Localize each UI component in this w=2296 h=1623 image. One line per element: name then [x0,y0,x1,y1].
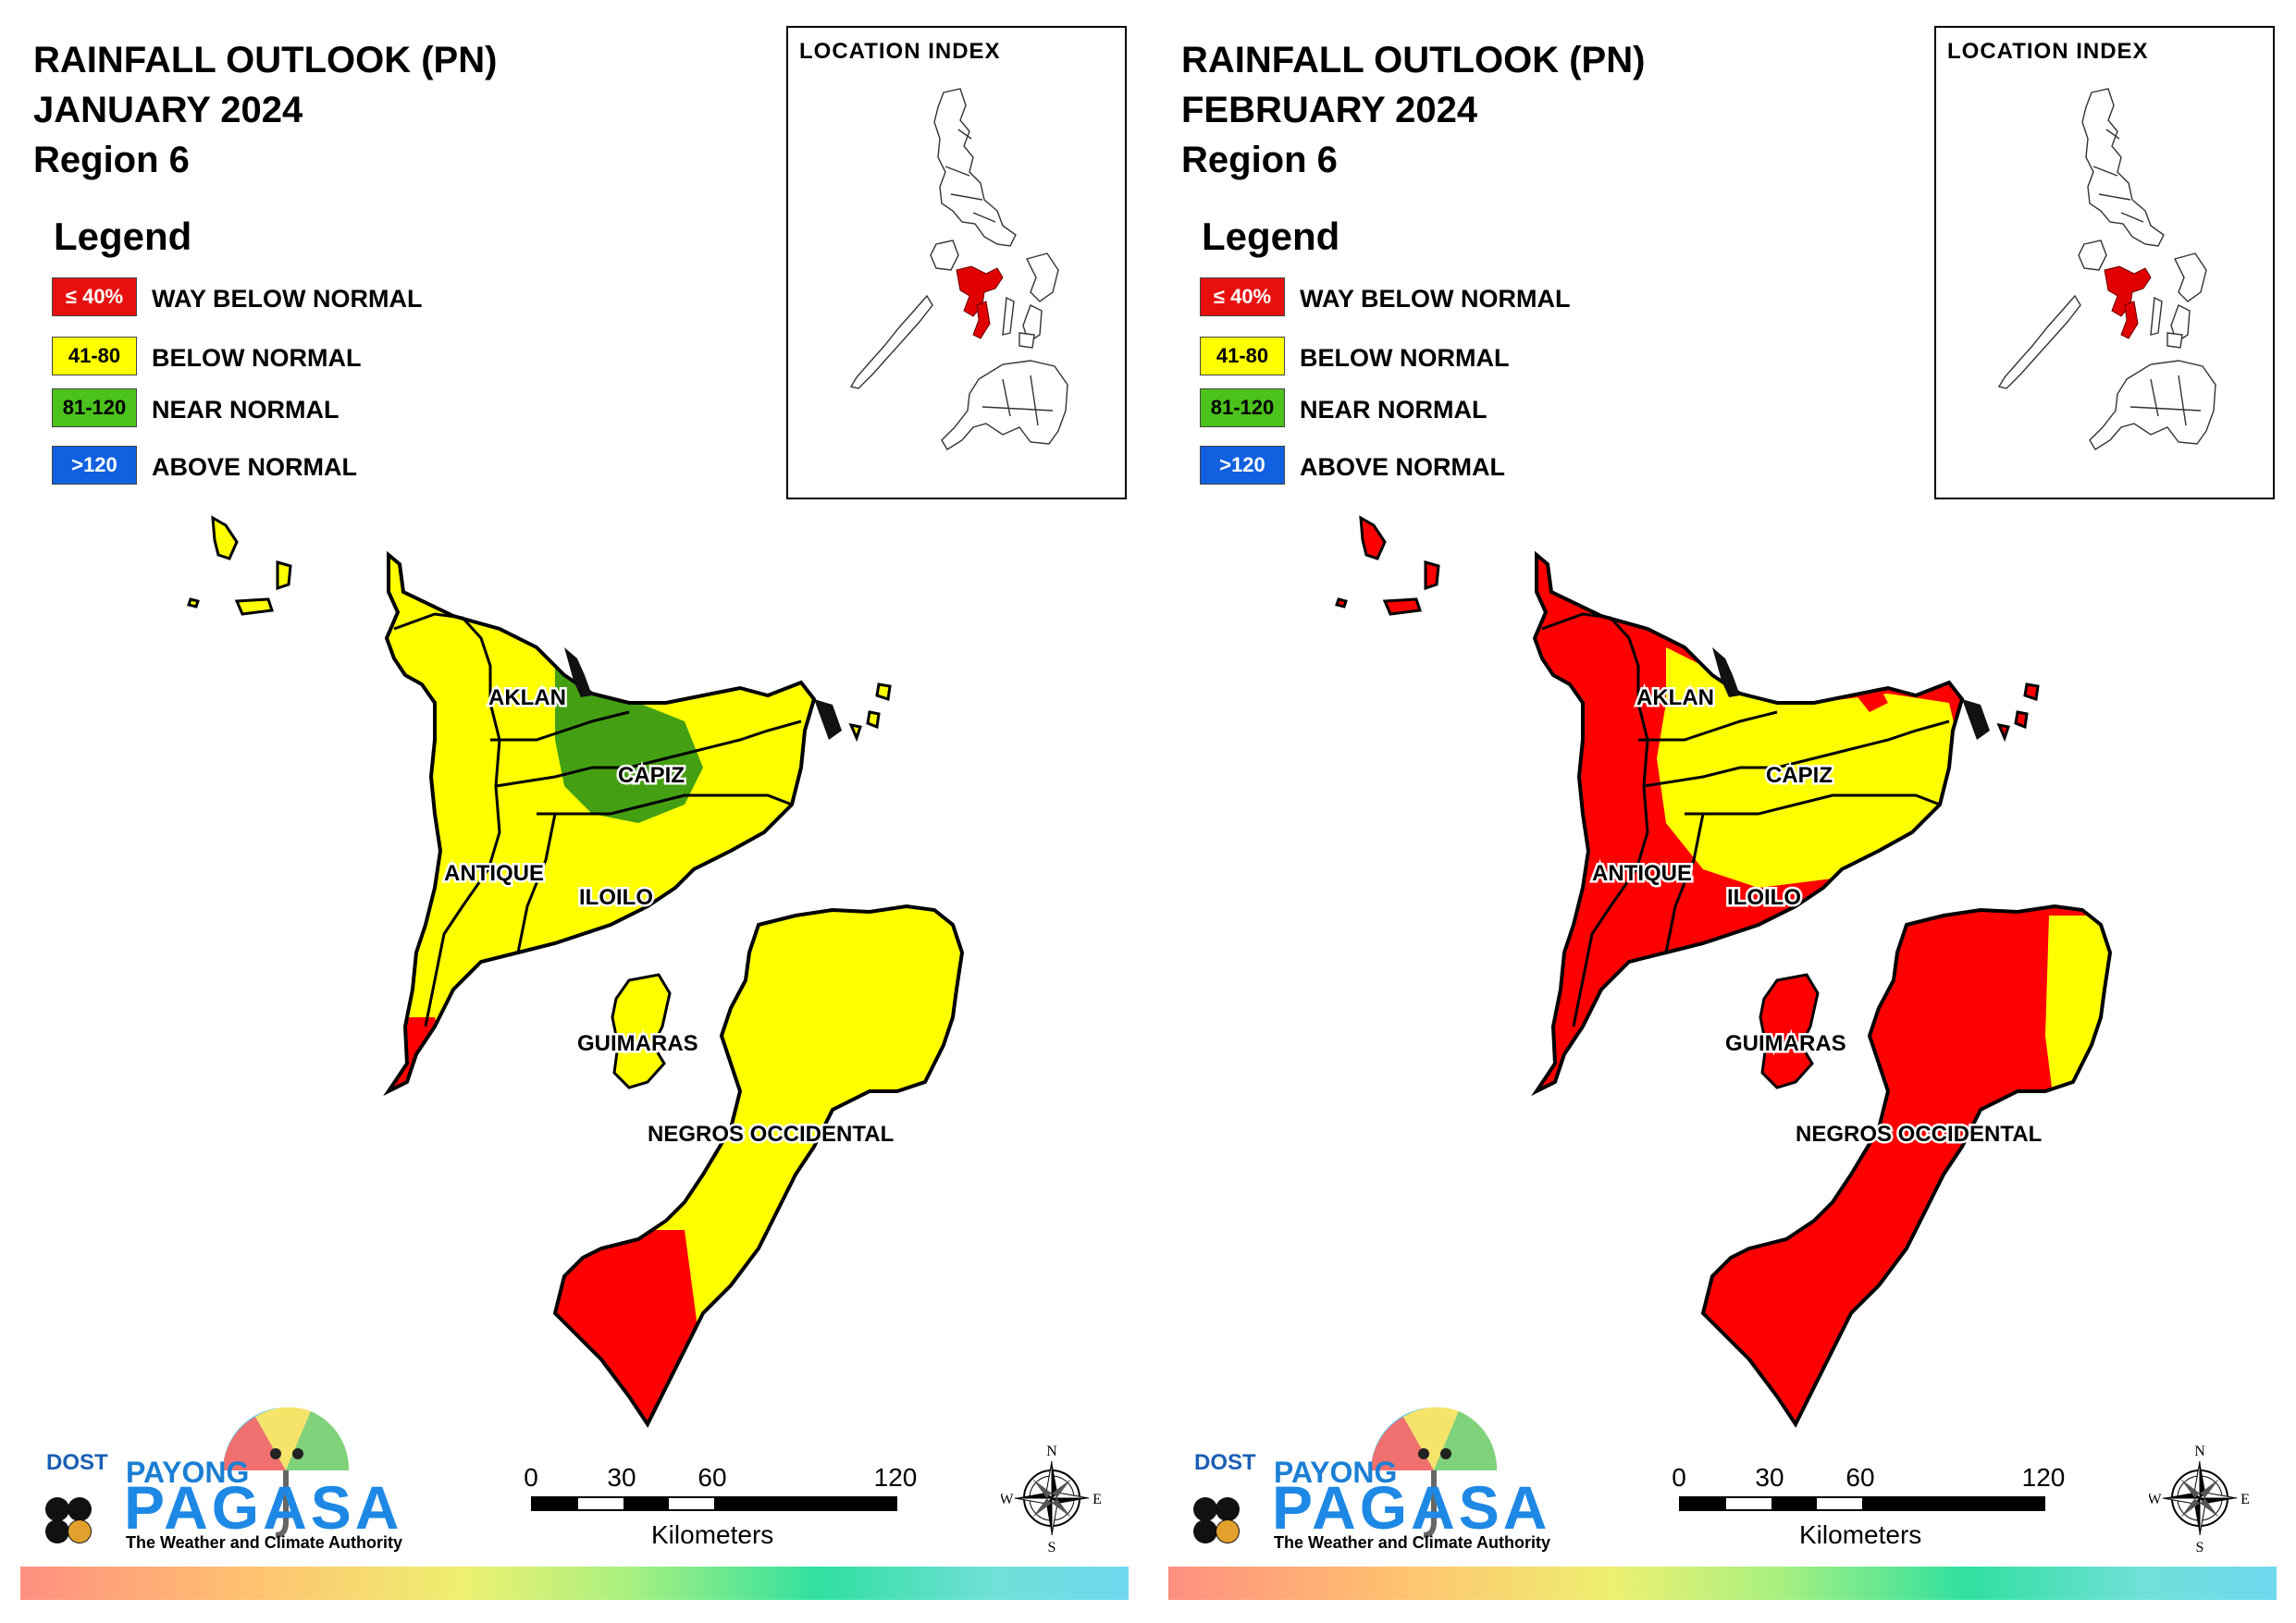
title-line-2: FEBRUARY 2024 [1181,90,1478,130]
scale-tick-120: 120 [2021,1463,2066,1492]
title-line-3: Region 6 [1181,140,1338,180]
legend-label: ABOVE NORMAL [1300,453,1505,481]
logo-dost: DOST [1194,1450,1256,1475]
title-line-1: RAINFALL OUTLOOK (PN) [1181,40,1646,80]
logo-pagasa: PAGASA [1272,1473,1551,1542]
scale-tick-0: 0 [1672,1463,1686,1492]
scale-tick-120: 120 [873,1463,918,1492]
label-negros-occidental: NEGROS OCCIDENTAL [648,1122,894,1147]
logo-payong: PAYONG [1274,1456,1398,1489]
scale-segments [1679,1496,2045,1511]
label-negros-occidental: NEGROS OCCIDENTAL [1796,1122,2042,1147]
compass-w: W [2149,1492,2162,1507]
logo-tagline: The Weather and Climate Authority [1274,1533,1551,1552]
region6-rainfall-map: AKLAN CAPIZ ANTIQUE ILOILO GUIMARAS NEGR… [1335,515,2113,1428]
philippines-outline-map [849,88,1068,450]
scale-segments [531,1496,897,1511]
below-normal-zone [1657,647,1962,888]
label-aklan: AKLAN [488,685,566,710]
umbrella-icon [1193,1407,1498,1543]
compass-rose-icon: N S E W [999,1444,1102,1555]
philippines-outline-map [1997,88,2216,450]
compass-w: W [1001,1492,1014,1507]
legend-label: ABOVE NORMAL [152,453,357,481]
legend-label: WAY BELOW NORMAL [1300,285,1571,313]
legend-label: BELOW NORMAL [1300,344,1510,372]
compass-n: N [1046,1444,1057,1459]
map-title: RAINFALL OUTLOOK (PN) JANUARY 2024 Regio… [33,35,497,185]
legend-swatch: 41-80 [52,337,137,375]
region6-rainfall-map: AKLAN CAPIZ ANTIQUE ILOILO GUIMARAS NEGR… [187,515,965,1428]
scale-tick-30: 30 [607,1463,636,1492]
payong-pagasa-logo: DOST PAYONG PAGASA The Weather and Clima… [1181,1387,1550,1572]
label-iloilo: ILOILO [579,885,653,910]
title-line-1: RAINFALL OUTLOOK (PN) [33,40,498,80]
footer-gradient-bar [1168,1567,2277,1600]
legend-swatch: 41-80 [1200,337,1285,375]
inset-title: LOCATION INDEX [1947,39,2149,64]
legend-label: WAY BELOW NORMAL [152,285,423,313]
location-index-inset: LOCATION INDEX [1934,26,2275,499]
legend-swatch: 81-120 [52,388,137,427]
compass-e: E [1092,1492,1102,1507]
scale-tick-0: 0 [524,1463,538,1492]
logo-tagline: The Weather and Climate Authority [126,1533,403,1552]
legend-swatch: >120 [1200,446,1285,485]
scale-bar: 0 30 60 120 Kilometers [524,1463,918,1549]
legend-swatch: >120 [52,446,137,485]
label-antique: ANTIQUE [444,861,544,886]
compass-s: S [1048,1540,1056,1554]
outlook-panel: RAINFALL OUTLOOK (PN) FEBRUARY 2024 Regi… [1148,0,2296,1623]
legend-swatch: 81-120 [1200,388,1285,427]
legend-title: Legend [1202,215,1340,258]
label-antique: ANTIQUE [1592,861,1692,886]
outlook-panel: RAINFALL OUTLOOK (PN) JANUARY 2024 Regio… [20,26,1129,1600]
compass-s: S [2196,1540,2204,1554]
inset-title: LOCATION INDEX [799,39,1001,64]
way-below-normal-zone [555,1230,703,1424]
title-line-3: Region 6 [33,140,190,180]
legend-title: Legend [54,215,192,258]
map-title: RAINFALL OUTLOOK (PN) FEBRUARY 2024 Regi… [1181,35,1645,185]
legend-swatch: ≤ 40% [1200,277,1285,316]
scale-unit: Kilometers [1799,1520,1922,1549]
label-iloilo: ILOILO [1727,885,1801,910]
logo-dost: DOST [46,1450,108,1475]
compass-e: E [2240,1492,2250,1507]
compass-rose-icon: N S E W [2147,1444,2250,1555]
scale-bar: 0 30 60 120 Kilometers [1672,1463,2066,1549]
scale-tick-30: 30 [1755,1463,1784,1492]
scale-tick-60: 60 [697,1463,727,1492]
scale-tick-60: 60 [1845,1463,1875,1492]
label-capiz: CAPIZ [1766,763,1833,788]
legend-label: NEAR NORMAL [1300,396,1487,424]
footer-gradient-bar [20,1567,1129,1600]
north-arrow-compass: N S E W [999,1443,1103,1555]
legend-label: BELOW NORMAL [152,344,362,372]
legend-swatch: ≤ 40% [52,277,137,316]
umbrella-icon [45,1407,350,1543]
label-capiz: CAPIZ [618,763,685,788]
label-guimaras: GUIMARAS [1725,1031,1846,1056]
north-arrow-compass: N S E W [2147,1443,2251,1555]
scale-unit: Kilometers [651,1520,774,1549]
legend-label: NEAR NORMAL [152,396,339,424]
logo-payong: PAYONG [126,1456,250,1489]
payong-pagasa-logo: DOST PAYONG PAGASA The Weather and Clima… [33,1387,402,1572]
label-guimaras: GUIMARAS [577,1031,698,1056]
location-index-inset: LOCATION INDEX [786,26,1127,499]
label-aklan: AKLAN [1636,685,1714,710]
logo-pagasa: PAGASA [124,1473,403,1542]
compass-n: N [2194,1444,2205,1459]
title-line-2: JANUARY 2024 [33,90,303,130]
